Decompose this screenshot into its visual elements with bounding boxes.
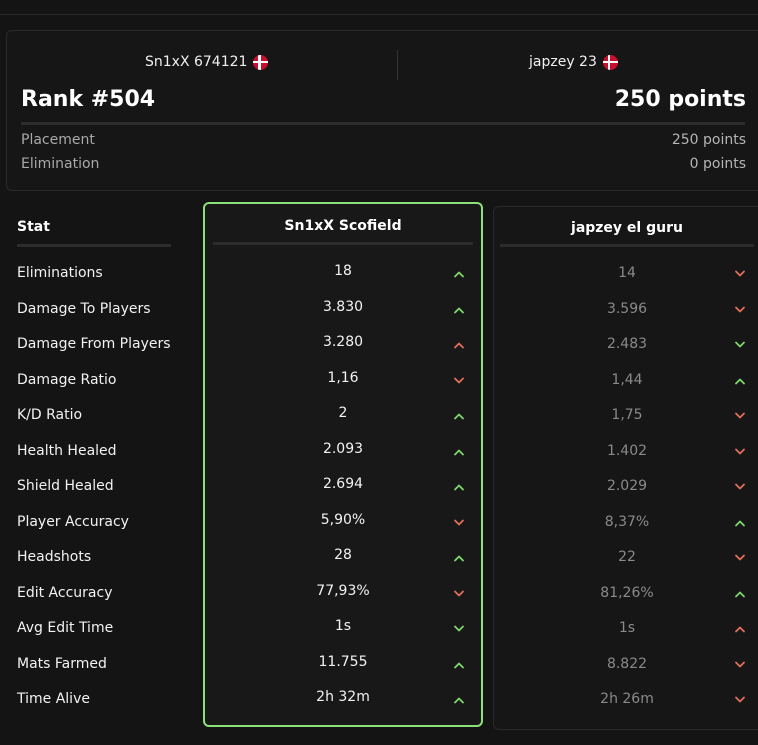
chevron-up-icon <box>454 662 464 668</box>
player2-stat-value: 81,26% <box>600 584 654 601</box>
stat-column-header: Stat <box>17 219 50 235</box>
chevron-up-icon <box>735 591 745 597</box>
player1-header-underline <box>213 242 473 245</box>
stat-label: Player Accuracy <box>17 513 129 530</box>
placement-value: 250 points <box>671 132 746 148</box>
denmark-flag-icon <box>602 54 618 70</box>
player2-column-header: japzey el guru <box>571 220 683 236</box>
chevron-down-icon <box>735 554 745 561</box>
stat-label: Mats Farmed <box>17 655 107 672</box>
chevron-down-icon <box>454 625 464 632</box>
chevron-down-icon <box>735 270 745 277</box>
elimination-value: 0 points <box>689 156 746 172</box>
player2-stat-value: 1,44 <box>611 371 643 388</box>
player2-stat-value: 2.029 <box>606 478 648 494</box>
stat-label: K/D Ratio <box>17 407 83 423</box>
total-points: 250 points <box>614 87 746 112</box>
player2-stat-value: 1.402 <box>606 442 648 459</box>
player1-stat-value: 3.280 <box>322 334 364 350</box>
stat-label: Damage Ratio <box>17 371 117 388</box>
chevron-up-icon <box>454 307 464 313</box>
player1-stat-value: 1,16 <box>327 369 359 386</box>
stat-label: Eliminations <box>17 265 103 281</box>
player1-name-tag[interactable]: Sn1xX 674121 <box>145 54 269 70</box>
chevron-down-icon <box>735 661 745 667</box>
chevron-up-icon <box>454 484 464 491</box>
chevron-up-icon <box>454 449 464 455</box>
player2-stat-value: 3.596 <box>606 300 648 317</box>
chevron-down-icon <box>735 483 745 490</box>
player2-stat-value: 1s <box>618 620 636 636</box>
chevron-up-icon <box>454 697 464 704</box>
summary-divider <box>21 122 745 125</box>
player1-stat-value: 77,93% <box>316 582 370 599</box>
player1-stat-value: 5,90% <box>320 511 366 528</box>
player2-stat-value: 1,75 <box>611 407 643 423</box>
player1-stat-value: 2h 32m <box>316 689 370 705</box>
match-summary-card <box>6 30 758 191</box>
chevron-up-icon <box>454 555 464 562</box>
player2-stats-column <box>493 206 758 730</box>
top-divider <box>0 14 758 15</box>
player1-column-header: Sn1xX Scofield <box>284 218 402 234</box>
chevron-down-icon <box>735 412 745 419</box>
stat-label: Edit Accuracy <box>17 584 113 601</box>
player1-stats-column <box>203 202 483 727</box>
player1-stat-value: 1s <box>334 618 352 634</box>
player2-stat-value: 8,37% <box>604 513 650 530</box>
stat-label: Damage From Players <box>17 336 171 352</box>
stat-label: Headshots <box>17 549 92 565</box>
chevron-down-icon <box>454 377 464 383</box>
player1-name: Sn1xX 674121 <box>145 54 248 70</box>
player1-stat-value: 11.755 <box>318 653 368 670</box>
stat-label: Avg Edit Time <box>17 620 114 636</box>
chevron-down-icon <box>735 448 745 454</box>
player2-stat-value: 8.822 <box>606 655 648 672</box>
player1-stat-value: 28 <box>334 547 352 563</box>
player2-stat-value: 14 <box>618 265 636 281</box>
chevron-down-icon <box>454 590 464 596</box>
player2-stat-value: 2h 26m <box>600 691 654 707</box>
chevron-up-icon <box>454 271 464 278</box>
player2-header-underline <box>500 244 754 247</box>
players-divider <box>397 50 398 80</box>
player2-stat-value: 22 <box>618 549 636 565</box>
stat-label: Damage To Players <box>17 300 151 317</box>
player2-stat-value: 2.483 <box>606 336 648 352</box>
stat-header-underline <box>17 244 171 247</box>
stat-label: Health Healed <box>17 442 117 459</box>
player2-name: japzey 23 <box>529 54 597 70</box>
player1-stat-value: 3.830 <box>322 298 364 315</box>
chevron-down-icon <box>735 696 745 703</box>
player1-stat-value: 2.694 <box>322 476 364 492</box>
chevron-down-icon <box>454 519 464 525</box>
chevron-up-icon <box>454 342 464 349</box>
placement-label: Placement <box>21 132 95 148</box>
chevron-down-icon <box>735 341 745 348</box>
player2-name-tag[interactable]: japzey 23 <box>529 54 618 70</box>
player1-stat-value: 2 <box>338 405 348 421</box>
player1-stat-value: 2.093 <box>322 440 364 457</box>
chevron-up-icon <box>454 413 464 420</box>
stat-label: Time Alive <box>17 691 90 707</box>
player1-stat-value: 18 <box>334 263 352 279</box>
stat-label: Shield Healed <box>17 478 114 494</box>
chevron-down-icon <box>735 306 745 312</box>
denmark-flag-icon <box>253 54 269 70</box>
chevron-up-icon <box>735 520 745 526</box>
chevron-up-icon <box>735 626 745 633</box>
elimination-label: Elimination <box>21 156 100 172</box>
chevron-up-icon <box>735 378 745 384</box>
rank-title: Rank #504 <box>21 87 156 112</box>
